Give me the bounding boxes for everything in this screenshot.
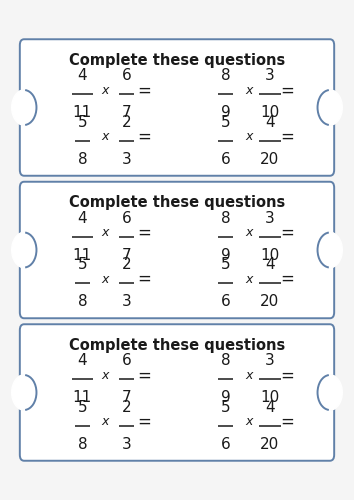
Text: =: =	[281, 412, 295, 430]
Text: 3: 3	[265, 68, 275, 83]
Text: 2: 2	[122, 257, 131, 272]
Circle shape	[318, 90, 342, 125]
Text: x: x	[102, 84, 109, 96]
Text: =: =	[281, 366, 295, 384]
Text: x: x	[102, 130, 109, 143]
FancyBboxPatch shape	[20, 39, 334, 175]
Text: x: x	[245, 226, 252, 239]
Circle shape	[318, 232, 342, 268]
Text: =: =	[137, 224, 151, 242]
Circle shape	[12, 232, 36, 268]
Circle shape	[318, 90, 342, 125]
Text: 20: 20	[260, 436, 280, 452]
Text: 2: 2	[122, 400, 131, 414]
Circle shape	[12, 90, 36, 125]
Text: 5: 5	[221, 400, 230, 414]
Text: 5: 5	[221, 257, 230, 272]
Text: x: x	[245, 84, 252, 96]
Text: 11: 11	[73, 390, 92, 405]
Text: 7: 7	[122, 390, 131, 405]
Text: Complete these questions: Complete these questions	[69, 338, 285, 353]
Text: 10: 10	[260, 105, 280, 120]
Text: 3: 3	[122, 152, 131, 166]
Text: Complete these questions: Complete these questions	[69, 195, 285, 210]
Circle shape	[12, 232, 36, 268]
Text: 5: 5	[78, 400, 87, 414]
Text: =: =	[137, 366, 151, 384]
Text: 9: 9	[221, 390, 230, 405]
Text: x: x	[102, 369, 109, 382]
Text: 11: 11	[73, 248, 92, 263]
Text: x: x	[245, 272, 252, 285]
Text: 4: 4	[265, 400, 275, 414]
Text: 7: 7	[122, 248, 131, 263]
Text: 5: 5	[78, 114, 87, 130]
Text: 10: 10	[260, 248, 280, 263]
Text: =: =	[281, 224, 295, 242]
Text: x: x	[102, 226, 109, 239]
Text: 11: 11	[73, 105, 92, 120]
FancyBboxPatch shape	[20, 182, 334, 318]
Text: x: x	[102, 272, 109, 285]
Text: 6: 6	[221, 294, 230, 309]
Circle shape	[318, 375, 342, 410]
Text: 8: 8	[221, 211, 230, 226]
Text: 6: 6	[122, 211, 131, 226]
Text: =: =	[137, 270, 151, 288]
Text: 3: 3	[122, 436, 131, 452]
Text: 20: 20	[260, 152, 280, 166]
Circle shape	[318, 375, 342, 410]
Text: 4: 4	[78, 68, 87, 83]
Text: 6: 6	[221, 152, 230, 166]
Text: 9: 9	[221, 248, 230, 263]
Circle shape	[12, 375, 36, 410]
Text: =: =	[281, 81, 295, 99]
Text: =: =	[281, 270, 295, 288]
Text: 4: 4	[78, 211, 87, 226]
Text: 8: 8	[78, 294, 87, 309]
Text: 9: 9	[221, 105, 230, 120]
Text: 4: 4	[265, 114, 275, 130]
Text: x: x	[245, 130, 252, 143]
Text: 6: 6	[221, 436, 230, 452]
Text: x: x	[245, 369, 252, 382]
Text: Complete these questions: Complete these questions	[69, 52, 285, 68]
Text: x: x	[245, 415, 252, 428]
Text: 2: 2	[122, 114, 131, 130]
Circle shape	[318, 232, 342, 268]
Text: 3: 3	[265, 354, 275, 368]
Text: 20: 20	[260, 294, 280, 309]
Text: 10: 10	[260, 390, 280, 405]
Text: 3: 3	[122, 294, 131, 309]
Circle shape	[12, 375, 36, 410]
Text: 4: 4	[265, 257, 275, 272]
Text: 8: 8	[221, 354, 230, 368]
Text: 8: 8	[78, 436, 87, 452]
Text: 5: 5	[78, 257, 87, 272]
Text: 6: 6	[122, 354, 131, 368]
Circle shape	[12, 90, 36, 125]
Text: 8: 8	[78, 152, 87, 166]
Text: 8: 8	[221, 68, 230, 83]
Text: 6: 6	[122, 68, 131, 83]
Text: 4: 4	[78, 354, 87, 368]
Text: =: =	[137, 412, 151, 430]
Text: x: x	[102, 415, 109, 428]
Text: =: =	[137, 128, 151, 146]
Text: 7: 7	[122, 105, 131, 120]
FancyBboxPatch shape	[20, 324, 334, 461]
Text: 3: 3	[265, 211, 275, 226]
Text: =: =	[137, 81, 151, 99]
Text: 5: 5	[221, 114, 230, 130]
Text: =: =	[281, 128, 295, 146]
